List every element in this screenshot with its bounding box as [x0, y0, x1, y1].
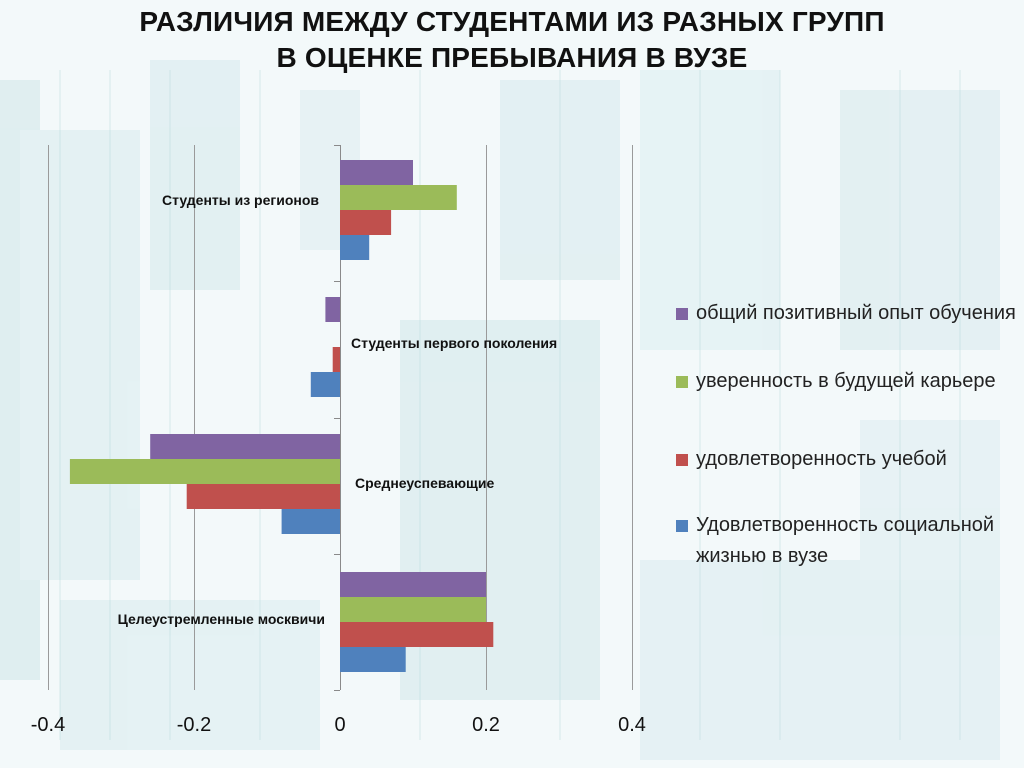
legend-label-2: уверенность в будущей карьере	[696, 370, 996, 392]
x-tick-label-3: 0.2	[472, 714, 500, 736]
bar-4-1	[340, 572, 486, 597]
bar-2-1	[325, 297, 340, 322]
bar-3-3	[186, 484, 340, 509]
category-labels: Студенты из регионов Студенты первого пок…	[118, 192, 558, 627]
title-line-1: РАЗЛИЧИЯ МЕЖДУ СТУДЕНТАМИ ИЗ РАЗНЫХ ГРУП…	[139, 6, 885, 37]
bar-3-2	[69, 459, 341, 484]
bar-4-2	[340, 597, 486, 622]
bar-2-4	[310, 372, 340, 397]
bar-1-2	[340, 185, 457, 210]
x-tick-label-1: -0.2	[177, 714, 211, 736]
bar-1-3	[340, 210, 392, 235]
category-label-4: Целеустремленные москвичи	[118, 611, 325, 627]
legend-label-4: Удовлетворенность социальной жизнью в ву…	[696, 514, 995, 567]
bar-2-3	[332, 347, 340, 372]
x-tick-label-2: 0	[334, 714, 345, 736]
x-tick-label-4: 0.4	[618, 714, 646, 736]
category-label-1: Студенты из регионов	[162, 192, 319, 208]
legend-swatch-1	[676, 308, 688, 320]
bar-4-4	[340, 647, 406, 672]
bar-3-1	[150, 434, 340, 459]
category-label-2: Студенты первого поколения	[351, 335, 557, 351]
legend-swatch-4	[676, 520, 688, 532]
bar-1-4	[340, 235, 370, 260]
title-line-2: В ОЦЕНКЕ ПРЕБЫВАНИЯ В ВУЗЕ	[276, 42, 748, 73]
slide-title: РАЗЛИЧИЯ МЕЖДУ СТУДЕНТАМИ ИЗ РАЗНЫХ ГРУП…	[0, 4, 1024, 76]
x-tick-labels: -0.4 -0.2 0 0.2 0.4	[31, 714, 646, 736]
x-tick-label-0: -0.4	[31, 714, 65, 736]
bar-1-1	[340, 160, 413, 185]
bars	[69, 160, 494, 672]
bar-3-4	[281, 509, 340, 534]
bar-4-3	[340, 622, 494, 647]
legend-swatch-3	[676, 454, 688, 466]
legend-label-3: удовлетворенность учебой	[696, 448, 947, 470]
legend-label-1: общий позитивный опыт обучения	[696, 302, 1016, 324]
category-label-3: Среднеуспевающие	[355, 475, 494, 491]
legend-swatch-2	[676, 376, 688, 388]
